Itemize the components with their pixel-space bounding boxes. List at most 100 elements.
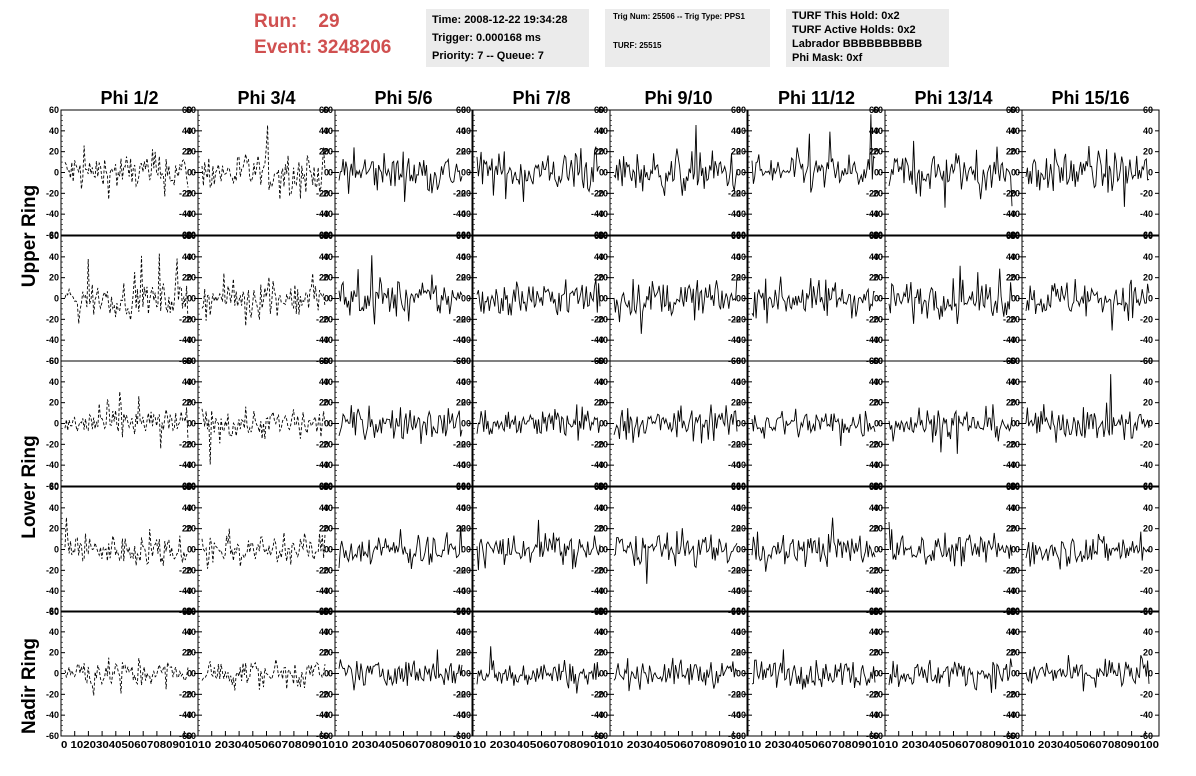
- priority-text: Priority: 7 -- Queue: 7: [432, 50, 544, 62]
- y-tick-label: 40: [186, 252, 196, 262]
- y-tick-label-right: 0: [874, 669, 879, 679]
- y-tick-label: 20: [323, 147, 333, 157]
- y-tick-label-right: -40: [728, 586, 741, 596]
- waveform-r2c3: [338, 255, 463, 325]
- y-tick-label-right: -20: [866, 188, 879, 198]
- y-tick-label-right: -40: [1003, 209, 1016, 219]
- y-tick-label-right: -20: [728, 314, 741, 324]
- turf-this-hold-text: TURF This Hold: 0x2: [792, 10, 900, 22]
- y-tick-label-right: 60: [182, 606, 192, 616]
- y-tick-label: -40: [458, 460, 471, 470]
- y-tick-label: 20: [323, 648, 333, 658]
- y-tick-label-right: 40: [869, 377, 879, 387]
- y-tick-label: 0: [191, 294, 196, 304]
- y-tick-label-right: -20: [316, 689, 329, 699]
- trigger-text: Trigger: 0.000168 ms: [432, 32, 541, 44]
- y-tick-label-right: 0: [599, 669, 604, 679]
- y-tick-label-right: 20: [594, 147, 604, 157]
- y-tick-label: 60: [323, 231, 333, 241]
- y-tick-label: -40: [458, 335, 471, 345]
- y-tick-label-right: -40: [453, 710, 466, 720]
- y-tick-label-right: 0: [1148, 168, 1153, 178]
- y-tick-label-right: 0: [874, 545, 879, 555]
- y-tick-label: 0: [878, 168, 883, 178]
- y-tick-label-right: 40: [1006, 627, 1016, 637]
- y-tick-label-right: -60: [866, 607, 879, 617]
- y-tick-label: -20: [733, 188, 746, 198]
- y-tick-label-right: 60: [319, 356, 329, 366]
- x-axis-labels-7: 10 203040506070809010: [885, 740, 1023, 751]
- y-tick-label: 60: [49, 606, 59, 616]
- y-tick-label-right: -20: [179, 188, 192, 198]
- y-tick-label-right: -60: [591, 230, 604, 240]
- y-tick-label-right: 20: [182, 648, 192, 658]
- y-tick-label: 20: [873, 648, 883, 658]
- y-tick-label-right: -20: [179, 689, 192, 699]
- y-tick-label-right: 40: [319, 252, 329, 262]
- y-tick-label: 0: [741, 419, 746, 429]
- y-tick-label-right: -40: [728, 209, 741, 219]
- y-tick-label: 40: [1010, 503, 1020, 513]
- y-tick-label: 0: [878, 419, 883, 429]
- y-tick-label-right: 40: [182, 503, 192, 513]
- y-tick-label-right: -40: [179, 460, 192, 470]
- y-tick-label: -20: [183, 565, 196, 575]
- y-tick-label-right: 40: [319, 126, 329, 136]
- y-tick-label: -60: [1007, 230, 1020, 240]
- y-tick-label: 60: [186, 482, 196, 492]
- y-tick-label: -20: [320, 314, 333, 324]
- column-header-6: Phi 11/12: [777, 88, 856, 108]
- y-tick-label-right: -60: [1140, 607, 1153, 617]
- y-tick-label: -40: [458, 710, 471, 720]
- y-tick-label-right: -40: [1140, 460, 1153, 470]
- y-tick-label-right: 0: [1011, 168, 1016, 178]
- y-tick-label: 40: [323, 126, 333, 136]
- y-tick-label: -20: [46, 689, 59, 699]
- y-tick-label-right: 20: [182, 524, 192, 534]
- y-tick-label: -60: [870, 230, 883, 240]
- y-tick-label-right: -40: [1003, 460, 1016, 470]
- y-tick-label: 60: [186, 105, 196, 115]
- y-tick-label: 60: [1010, 105, 1020, 115]
- y-tick-label: -40: [733, 335, 746, 345]
- y-tick-label: 20: [186, 147, 196, 157]
- y-tick-label-right: -20: [1140, 689, 1153, 699]
- time-text: Time: 2008-12-22 19:34:28: [432, 14, 568, 26]
- y-tick-label-right: 40: [182, 252, 192, 262]
- y-tick-label: -20: [183, 439, 196, 449]
- y-tick-label: -40: [46, 586, 59, 596]
- y-tick-label: 40: [598, 503, 608, 513]
- y-tick-label: -40: [46, 335, 59, 345]
- y-tick-label-right: 20: [594, 398, 604, 408]
- y-tick-label: 40: [323, 503, 333, 513]
- y-tick-label-right: 60: [594, 231, 604, 241]
- y-tick-label-right: 60: [1006, 231, 1016, 241]
- y-tick-label-right: -20: [728, 188, 741, 198]
- y-tick-label: -40: [46, 209, 59, 219]
- y-tick-label: 20: [1010, 648, 1020, 658]
- y-tick-label-right: 20: [869, 398, 879, 408]
- y-tick-label: -40: [320, 209, 333, 219]
- y-tick-label: 0: [603, 419, 608, 429]
- y-tick-label: 60: [49, 482, 59, 492]
- y-tick-label: -40: [183, 335, 196, 345]
- y-tick-label: -20: [320, 188, 333, 198]
- y-tick-label: 60: [186, 356, 196, 366]
- y-tick-label: -60: [595, 230, 608, 240]
- y-tick-label: -20: [870, 689, 883, 699]
- x-axis-labels-2: 10 203040506070809010: [198, 740, 336, 751]
- y-tick-label-right: -20: [866, 439, 879, 449]
- waveform-r5c3: [338, 649, 463, 691]
- y-tick-label: 40: [598, 252, 608, 262]
- y-tick-label-right: -20: [591, 314, 604, 324]
- y-tick-label: 20: [186, 648, 196, 658]
- y-tick-label-right: -40: [728, 460, 741, 470]
- y-tick-label-right: -20: [591, 188, 604, 198]
- y-tick-label-right: -20: [453, 689, 466, 699]
- y-tick-label-right: 40: [731, 126, 741, 136]
- x-axis-labels-5: 10 203040506070809010: [610, 740, 748, 751]
- y-tick-label: -20: [595, 188, 608, 198]
- y-tick-label-right: 60: [319, 482, 329, 492]
- y-tick-label: 0: [1015, 669, 1020, 679]
- column-header-8: Phi 15/16: [1051, 88, 1130, 108]
